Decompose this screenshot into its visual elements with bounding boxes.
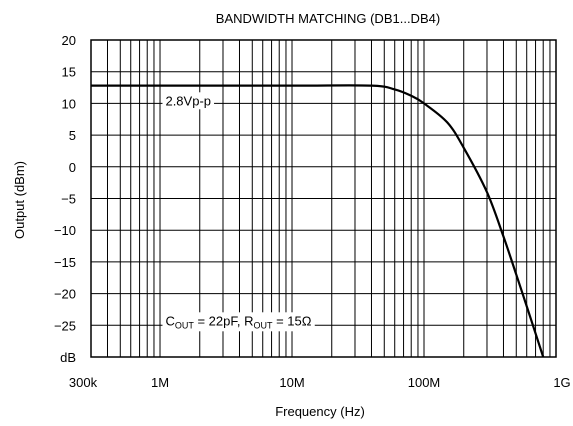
amplitude-annotation: 2.8Vp-p (162, 92, 215, 110)
chart-title: BANDWIDTH MATCHING (DB1...DB4) (216, 11, 440, 26)
annotation-part: = 15Ω (272, 313, 311, 328)
annotation-background (162, 312, 315, 332)
y-tick-label: 15 (62, 65, 76, 80)
annotation-text: 2.8Vp-p (165, 93, 211, 108)
x-tick-labels: 300k 1M 10M 100M 1G (69, 375, 571, 390)
subscript: OUT (175, 320, 195, 330)
y-tick-labels: 20 15 10 5 0 −5 −10 −15 −20 −25 dB (54, 33, 76, 365)
y-tick-label: 5 (69, 128, 76, 143)
y-tick-label: 0 (69, 160, 76, 175)
x-tick-label: 1M (151, 375, 169, 390)
annotation-part: = 22pF, R (194, 313, 254, 328)
y-tick-label: −25 (54, 318, 76, 333)
x-axis-label: Frequency (Hz) (275, 404, 365, 419)
x-tick-label: 300k (69, 375, 98, 390)
annotation-text: COUT = 22pF, ROUT = 15Ω (165, 313, 311, 330)
annotation-background (162, 92, 215, 110)
x-tick-label: 10M (279, 375, 304, 390)
y-tick-label: −10 (54, 223, 76, 238)
load-annotation: COUT = 22pF, ROUT = 15Ω (162, 312, 315, 332)
y-tick-label: −20 (54, 287, 76, 302)
y-tick-label: 20 (62, 33, 76, 48)
annotation-part: C (165, 313, 174, 328)
x-tick-label: 1G (553, 375, 570, 390)
y-tick-label: 10 (62, 96, 76, 111)
y-tick-label: −5 (61, 192, 76, 207)
grid (91, 40, 556, 357)
x-tick-label: 100M (408, 375, 441, 390)
y-axis-label: Output (dBm) (12, 161, 27, 239)
y-tick-label: −15 (54, 255, 76, 270)
y-tick-label: dB (60, 350, 76, 365)
series-line (90, 84, 545, 358)
plot-frame (90, 39, 557, 358)
series-layer (90, 84, 545, 358)
subscript: OUT (253, 320, 273, 330)
